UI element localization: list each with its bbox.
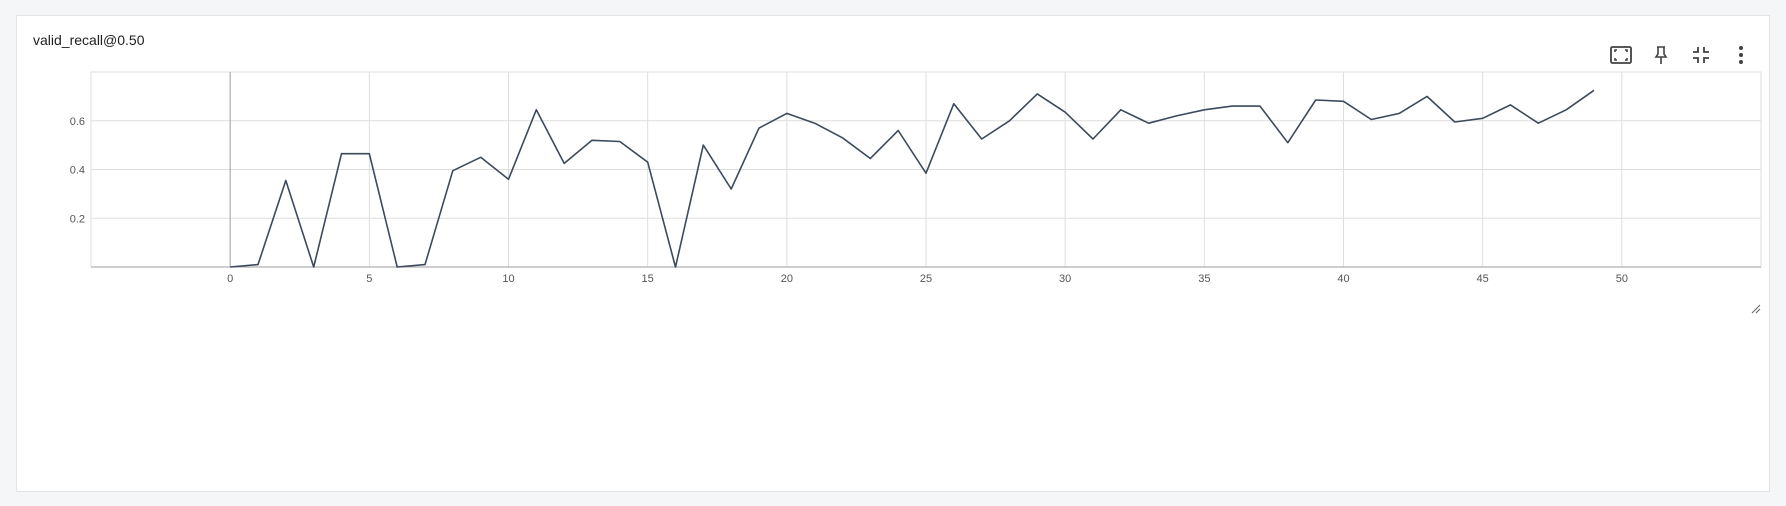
resize-handle-icon[interactable] <box>1751 304 1761 314</box>
fit-to-data-icon <box>1610 46 1632 64</box>
x-tick-label: 20 <box>781 273 793 285</box>
y-tick-label: 0.4 <box>70 165 85 177</box>
pin-icon <box>1654 46 1668 64</box>
x-tick-label: 35 <box>1198 273 1210 285</box>
x-tick-label: 0 <box>227 273 233 285</box>
fit-to-data-button[interactable] <box>1609 43 1633 67</box>
pin-button[interactable] <box>1649 43 1673 67</box>
x-tick-label: 45 <box>1477 273 1489 285</box>
y-tick-label: 0.6 <box>70 116 85 128</box>
x-tick-label: 5 <box>366 273 372 285</box>
x-tick-label: 25 <box>920 273 932 285</box>
x-tick-label: 30 <box>1059 273 1071 285</box>
x-tick-label: 10 <box>502 273 514 285</box>
x-tick-label: 15 <box>642 273 654 285</box>
collapse-button[interactable] <box>1689 43 1713 67</box>
chart-card: valid_recall@0.50 0.2 0.4 0.6 0 5 10 <box>16 15 1770 492</box>
more-options-button[interactable] <box>1729 43 1753 67</box>
series-line <box>230 89 1595 268</box>
line-chart: 0.2 0.4 0.6 0 5 10 15 20 25 30 35 40 45 50 <box>70 71 1762 285</box>
chart-toolbar <box>1609 43 1753 67</box>
x-tick-label: 50 <box>1616 273 1628 285</box>
chart-title: valid_recall@0.50 <box>33 32 145 48</box>
more-vert-icon <box>1739 46 1743 64</box>
collapse-icon <box>1693 47 1709 63</box>
x-tick-label: 40 <box>1337 273 1349 285</box>
y-tick-label: 0.2 <box>70 213 85 225</box>
